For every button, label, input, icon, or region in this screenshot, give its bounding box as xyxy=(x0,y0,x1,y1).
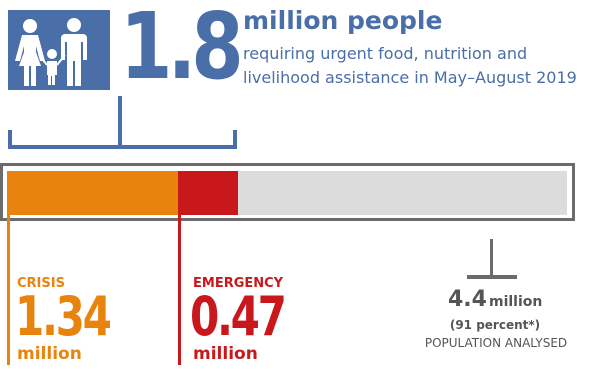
population-total: 4.4 million xyxy=(448,287,542,312)
bracket-right-end xyxy=(233,130,237,149)
headline-subtitle-line-1: requiring urgent food, nutrition and xyxy=(243,44,528,63)
bracket-left-end xyxy=(8,130,12,149)
bracket-bar xyxy=(8,145,237,149)
family-icon xyxy=(8,10,110,90)
headline-number: 1.8 xyxy=(120,0,244,100)
population-marker-base xyxy=(467,275,517,279)
bar-frame xyxy=(0,163,575,221)
population-unit: million xyxy=(488,294,543,310)
headline-subtitle-line-2: livelihood assistance in May–August 2019 xyxy=(243,68,577,87)
crisis-label: CRISIS xyxy=(17,276,65,291)
emergency-unit: million xyxy=(193,344,258,364)
headline-unit: million people xyxy=(243,6,443,35)
leader-line-crisis xyxy=(7,215,10,365)
population-value: 4.4 xyxy=(448,287,487,312)
bracket-stem xyxy=(118,96,122,146)
population-percent: (91 percent*) xyxy=(449,318,541,332)
emergency-label: EMERGENCY xyxy=(193,276,284,291)
population-marker-stem xyxy=(490,239,493,276)
population-label: POPULATION ANALYSED xyxy=(424,336,568,350)
crisis-value: 1.34 xyxy=(15,285,112,348)
bar-segment-crisis xyxy=(7,171,178,215)
bar-segment-emergency xyxy=(178,171,238,215)
emergency-value: 0.47 xyxy=(190,285,287,348)
leader-line-emergency xyxy=(178,215,181,365)
crisis-unit: million xyxy=(17,344,82,364)
